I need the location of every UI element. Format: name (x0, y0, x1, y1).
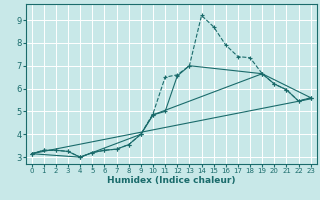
X-axis label: Humidex (Indice chaleur): Humidex (Indice chaleur) (107, 176, 236, 185)
